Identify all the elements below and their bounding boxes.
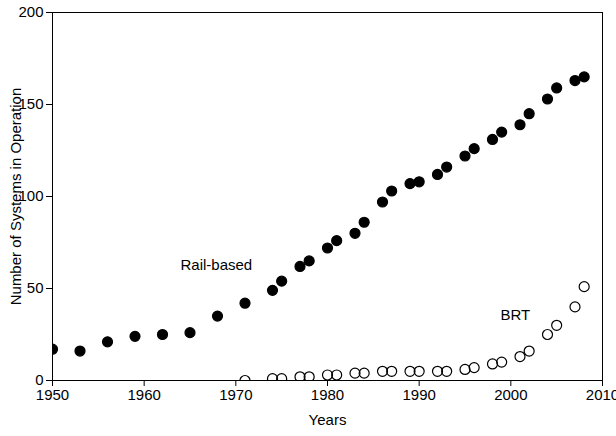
svg-text:1990: 1990 [402, 386, 435, 403]
svg-text:Years: Years [309, 411, 347, 428]
svg-text:1960: 1960 [127, 386, 160, 403]
svg-text:Number of Systems in Operation: Number of Systems in Operation [7, 88, 24, 306]
svg-text:0: 0 [35, 371, 44, 389]
svg-text:1970: 1970 [219, 386, 252, 403]
svg-text:2000: 2000 [494, 386, 527, 403]
svg-text:BRT: BRT [501, 306, 531, 323]
svg-text:2010: 2010 [586, 386, 616, 403]
svg-text:150: 150 [18, 95, 44, 113]
svg-text:1950: 1950 [36, 386, 69, 403]
svg-text:100: 100 [18, 187, 44, 205]
svg-text:Rail-based: Rail-based [181, 256, 253, 273]
svg-text:200: 200 [18, 3, 43, 20]
svg-text:50: 50 [27, 279, 44, 296]
svg-text:1980: 1980 [311, 386, 344, 403]
